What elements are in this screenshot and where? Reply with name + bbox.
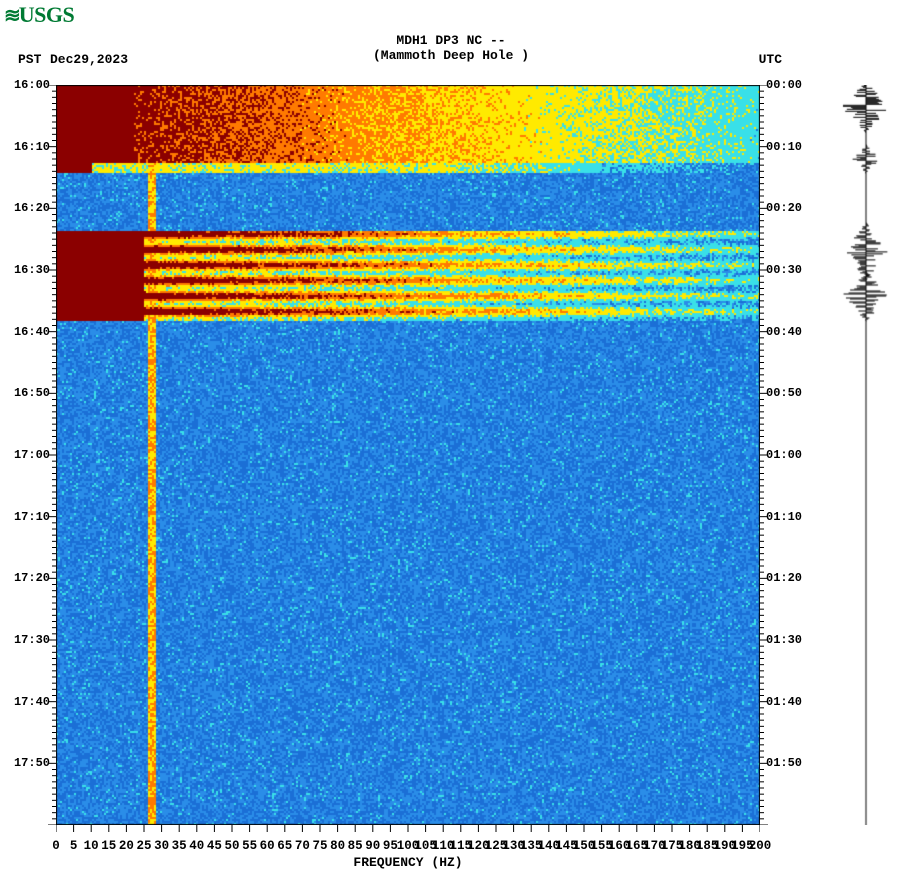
- y-left-label: 16:10: [14, 140, 50, 154]
- y-left-label: 16:00: [14, 78, 50, 92]
- date-left: Dec29,2023: [50, 52, 128, 67]
- logo-text: USGS: [19, 2, 74, 27]
- y-left-label: 17:10: [14, 510, 50, 524]
- x-tick-label: 70: [295, 839, 310, 853]
- x-axis-ticks: [56, 825, 760, 839]
- x-axis-title: FREQUENCY (HZ): [56, 855, 760, 870]
- y-axis-right: 00:0000:1000:2000:3000:4000:5001:0001:10…: [760, 85, 830, 825]
- y-left-label: 16:30: [14, 263, 50, 277]
- y-right-label: 01:00: [766, 448, 802, 462]
- x-tick-label: 60: [260, 839, 275, 853]
- x-tick-label: 20: [119, 839, 134, 853]
- y-right-label: 00:40: [766, 325, 802, 339]
- seismogram-trace: [838, 85, 894, 825]
- y-left-label: 16:40: [14, 325, 50, 339]
- y-right-label: 01:40: [766, 695, 802, 709]
- seismogram-canvas: [838, 85, 894, 825]
- timezone-left: PST: [18, 52, 41, 67]
- y-left-label: 17:20: [14, 571, 50, 585]
- timezone-right: UTC: [759, 52, 782, 67]
- x-tick-label: 35: [172, 839, 187, 853]
- y-right-label: 00:50: [766, 386, 802, 400]
- x-tick-label: 5: [70, 839, 78, 853]
- x-tick-label: 15: [101, 839, 116, 853]
- y-left-label: 17:40: [14, 695, 50, 709]
- y-right-label: 00:20: [766, 201, 802, 215]
- x-tick-label: 95: [383, 839, 398, 853]
- x-tick-label: 25: [136, 839, 151, 853]
- x-tick-label: 30: [154, 839, 169, 853]
- spectrogram-canvas: [56, 85, 760, 825]
- x-tick-label: 200: [749, 839, 772, 853]
- y-right-label: 01:20: [766, 571, 802, 585]
- x-tick-label: 40: [189, 839, 204, 853]
- y-right-label: 00:30: [766, 263, 802, 277]
- x-tick-label: 10: [84, 839, 99, 853]
- y-left-label: 17:50: [14, 756, 50, 770]
- x-tick-label: 65: [277, 839, 292, 853]
- y-right-label: 01:30: [766, 633, 802, 647]
- x-tick-label: 75: [312, 839, 327, 853]
- x-axis: FREQUENCY (HZ) 0510152025303540455055606…: [56, 825, 760, 875]
- x-tick-label: 50: [224, 839, 239, 853]
- y-left-label: 16:20: [14, 201, 50, 215]
- x-tick-label: 90: [365, 839, 380, 853]
- y-left-label: 16:50: [14, 386, 50, 400]
- x-tick-label: 55: [242, 839, 257, 853]
- y-right-label: 00:00: [766, 78, 802, 92]
- y-left-label: 17:00: [14, 448, 50, 462]
- y-right-label: 01:50: [766, 756, 802, 770]
- x-tick-label: 45: [207, 839, 222, 853]
- y-left-label: 17:30: [14, 633, 50, 647]
- usgs-logo: ≋USGS: [4, 2, 74, 28]
- x-tick-label: 85: [348, 839, 363, 853]
- spectrogram-plot: [56, 85, 760, 825]
- x-tick-label: 80: [330, 839, 345, 853]
- x-tick-label: 0: [52, 839, 60, 853]
- y-axis-left: 16:0016:1016:2016:3016:4016:5017:0017:10…: [0, 85, 56, 825]
- y-right-label: 01:10: [766, 510, 802, 524]
- y-right-label: 00:10: [766, 140, 802, 154]
